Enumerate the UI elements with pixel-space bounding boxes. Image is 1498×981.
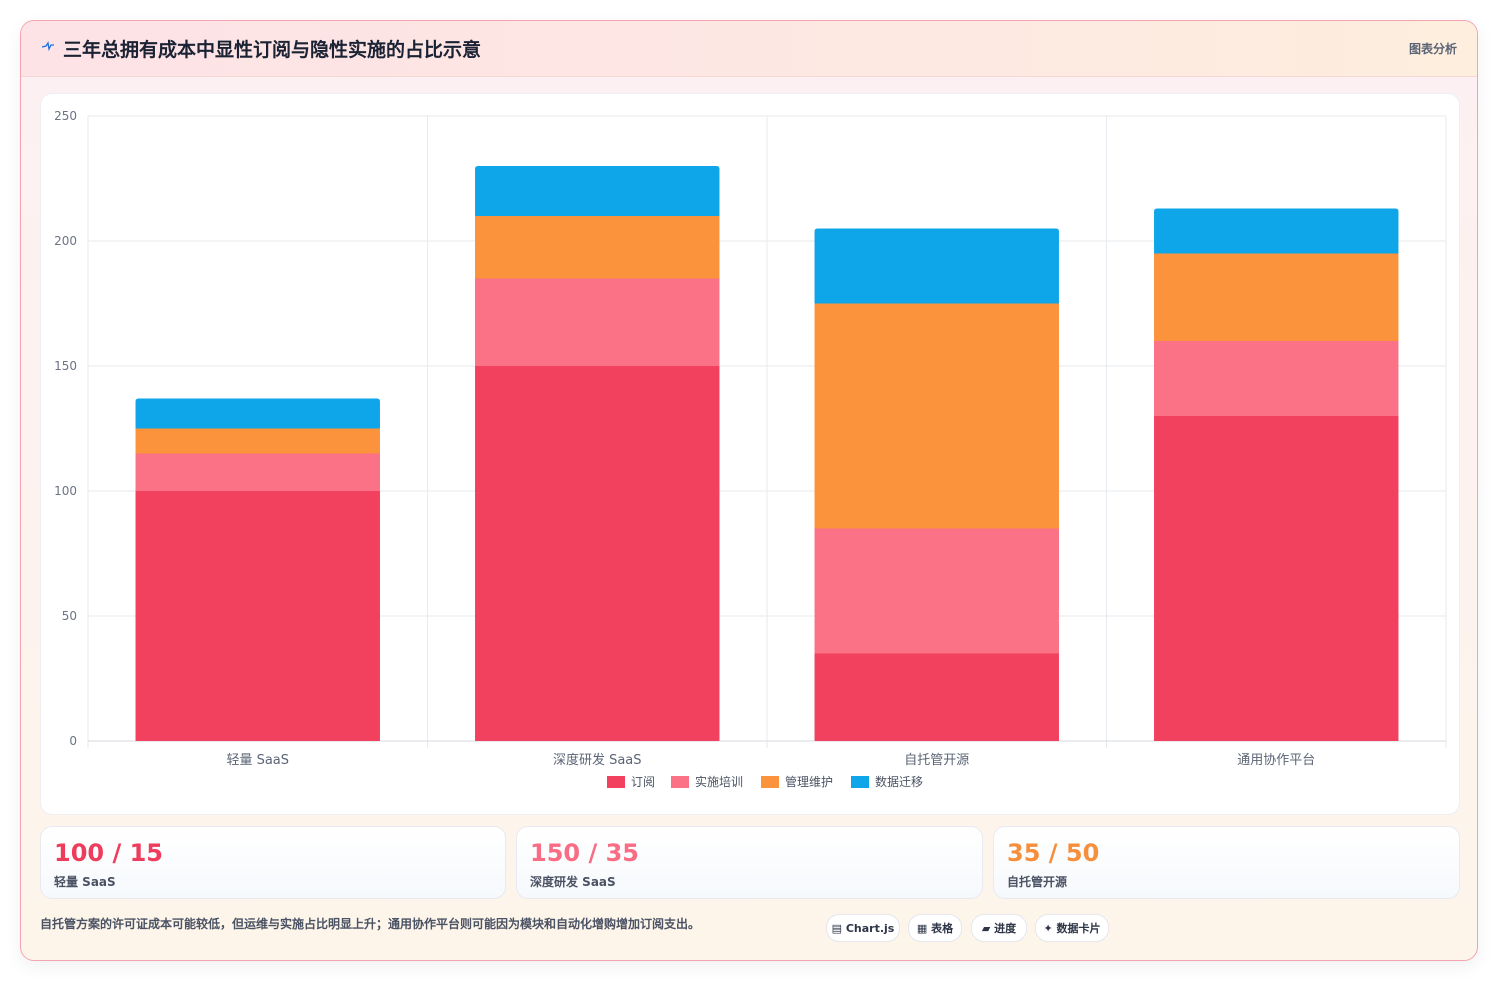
y-tick-label: 100 [54,484,77,498]
stat-label: 自托管开源 [1007,875,1068,889]
footer-note: 自托管方案的许可证成本可能较低，但运维与实施占比明显上升；通用协作平台则可能因为… [40,917,701,931]
x-tick-label: 轻量 SaaS [226,753,289,768]
pill-data-card[interactable]: ✦ 数据卡片 [1035,914,1109,942]
bar-segment [1154,208,1399,254]
y-tick-label: 150 [54,359,77,373]
y-tick-label: 50 [62,609,77,623]
legend-label: 实施培训 [695,774,743,789]
bar-segment [1154,341,1399,416]
stat-label: 轻量 SaaS [54,875,116,889]
pill-table[interactable]: ▦ 表格 [908,914,962,942]
legend-swatch [761,776,779,788]
bar-segment [135,453,380,491]
bar-segment [135,398,380,429]
stat-card-light-saas: 100 / 15 轻量 SaaS [40,826,506,899]
stat-card-deep-saas: 150 / 35 深度研发 SaaS [516,826,983,899]
stat-value: 100 / 15 [54,839,163,867]
bar-segment [814,528,1059,654]
bar-segment [135,428,380,454]
x-tick-label: 深度研发 SaaS [553,752,642,768]
y-tick-label: 200 [54,234,77,248]
stat-value: 150 / 35 [530,839,639,867]
bar-segment [135,491,380,741]
legend-label: 数据迁移 [875,774,923,789]
stat-value: 35 / 50 [1007,839,1100,867]
stat-card-self-hosted: 35 / 50 自托管开源 [993,826,1460,899]
legend-swatch [851,776,869,788]
legend-swatch [607,776,625,788]
legend-swatch [671,776,689,788]
x-tick-label: 自托管开源 [904,753,969,768]
chart-card: 三年总拥有成本中显性订阅与隐性实施的占比示意 图表分析 0 50 100 150 200… [20,20,1478,961]
bar-segment [475,278,720,366]
bar-segment [814,303,1059,529]
bar-segment [1154,416,1399,741]
chart-panel: 0 50 100 150 200 250 轻量 SaaS 深度研发 SaaS 自托管开源 通用协作… [40,93,1460,815]
pulse-icon [41,41,54,52]
pill-progress[interactable]: ▰ 进度 [971,914,1027,942]
bar-segment [814,653,1059,741]
card-header: 三年总拥有成本中显性订阅与隐性实施的占比示意 图表分析 [21,21,1477,77]
chart-analysis-tag[interactable]: 图表分析 [1408,42,1457,56]
y-tick-label: 0 [69,734,77,748]
bar-segment [1154,253,1399,341]
legend-label: 管理维护 [785,774,833,789]
stat-label: 深度研发 SaaS [530,875,616,889]
bar-segment [475,366,720,741]
pill-chartjs[interactable]: ▤ Chart.js [826,914,900,942]
y-tick-label: 250 [54,109,77,123]
bar-segment [475,216,720,279]
x-tick-label: 通用协作平台 [1237,753,1315,768]
chart-title: 三年总拥有成本中显性订阅与隐性实施的占比示意 [63,39,482,61]
stacked-bar-chart: 0 50 100 150 200 250 轻量 SaaS 深度研发 SaaS 自托管开源 通用协作… [54,109,1447,789]
bar-segment [475,166,720,216]
legend-label: 订阅 [631,775,655,789]
bar-segment [814,228,1059,304]
